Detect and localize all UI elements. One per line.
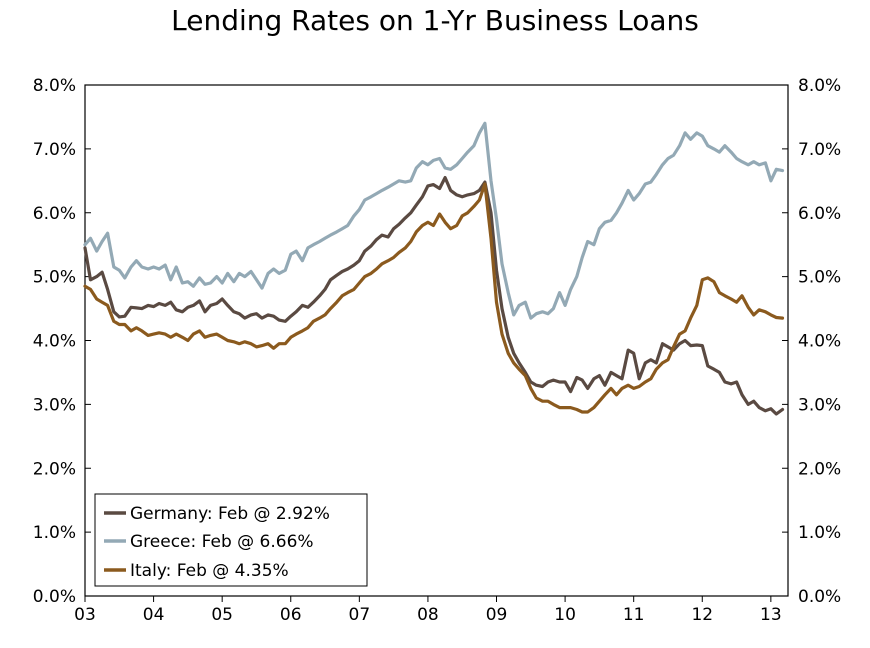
y-tick-label-right: 5.0% bbox=[798, 268, 841, 288]
y-tick-label-left: 8.0% bbox=[33, 76, 76, 96]
y-tick-label-left: 2.0% bbox=[33, 459, 76, 479]
x-tick-label: 03 bbox=[74, 605, 96, 625]
y-tick-label-right: 3.0% bbox=[798, 395, 841, 415]
y-tick-label-left: 1.0% bbox=[33, 523, 76, 543]
chart-title: Lending Rates on 1-Yr Business Loans bbox=[171, 4, 699, 37]
legend-box bbox=[94, 493, 368, 587]
y-tick-label-right: 8.0% bbox=[798, 76, 841, 96]
y-tick-label-left: 5.0% bbox=[33, 268, 76, 288]
series-line-germany bbox=[83, 176, 785, 416]
x-tick-label: 07 bbox=[349, 605, 371, 625]
x-axis: 03 04 05 06 07 08 09 10 11 12 13 bbox=[74, 596, 782, 625]
y-axis-left: 0.0% 1.0% 2.0% 3.0% 4.0% 5.0% 6.0% 7.0% 8.0% bbox=[33, 76, 91, 607]
legend-label-italy: Italy: Feb @ 4.35% bbox=[130, 561, 289, 581]
y-tick-label-right: 6.0% bbox=[798, 204, 841, 224]
x-tick-label: 08 bbox=[417, 605, 439, 625]
legend-label-germany: Germany: Feb @ 2.92% bbox=[130, 504, 330, 524]
x-tick-label: 12 bbox=[691, 605, 713, 625]
legend-label-greece: Greece: Feb @ 6.66% bbox=[130, 532, 314, 552]
y-tick-label-left: 4.0% bbox=[33, 332, 76, 352]
y-tick-label-right: 1.0% bbox=[798, 523, 841, 543]
y-tick-label-right: 0.0% bbox=[798, 587, 841, 607]
x-tick-label: 10 bbox=[554, 605, 576, 625]
y-tick-label-right: 4.0% bbox=[798, 332, 841, 352]
x-tick-label: 13 bbox=[760, 605, 782, 625]
y-tick-label-left: 3.0% bbox=[33, 395, 76, 415]
y-tick-label-right: 2.0% bbox=[798, 459, 841, 479]
series-line-greece bbox=[83, 121, 785, 320]
y-tick-label-left: 6.0% bbox=[33, 204, 76, 224]
y-tick-label-right: 7.0% bbox=[798, 140, 841, 160]
series-line-italy bbox=[83, 182, 785, 414]
legend: Germany: Feb @ 2.92% Greece: Feb @ 6.66% I… bbox=[94, 493, 368, 587]
y-tick-label-left: 7.0% bbox=[33, 140, 76, 160]
x-tick-label: 09 bbox=[486, 605, 508, 625]
y-axis-right: 0.0% 1.0% 2.0% 3.0% 4.0% 5.0% 6.0% 7.0% 8.0% bbox=[782, 76, 841, 607]
series-layer bbox=[83, 121, 785, 416]
x-tick-label: 05 bbox=[211, 605, 233, 625]
x-tick-label: 11 bbox=[623, 605, 645, 625]
x-tick-label: 04 bbox=[143, 605, 165, 625]
x-tick-label: 06 bbox=[280, 605, 302, 625]
y-tick-label-left: 0.0% bbox=[33, 587, 76, 607]
